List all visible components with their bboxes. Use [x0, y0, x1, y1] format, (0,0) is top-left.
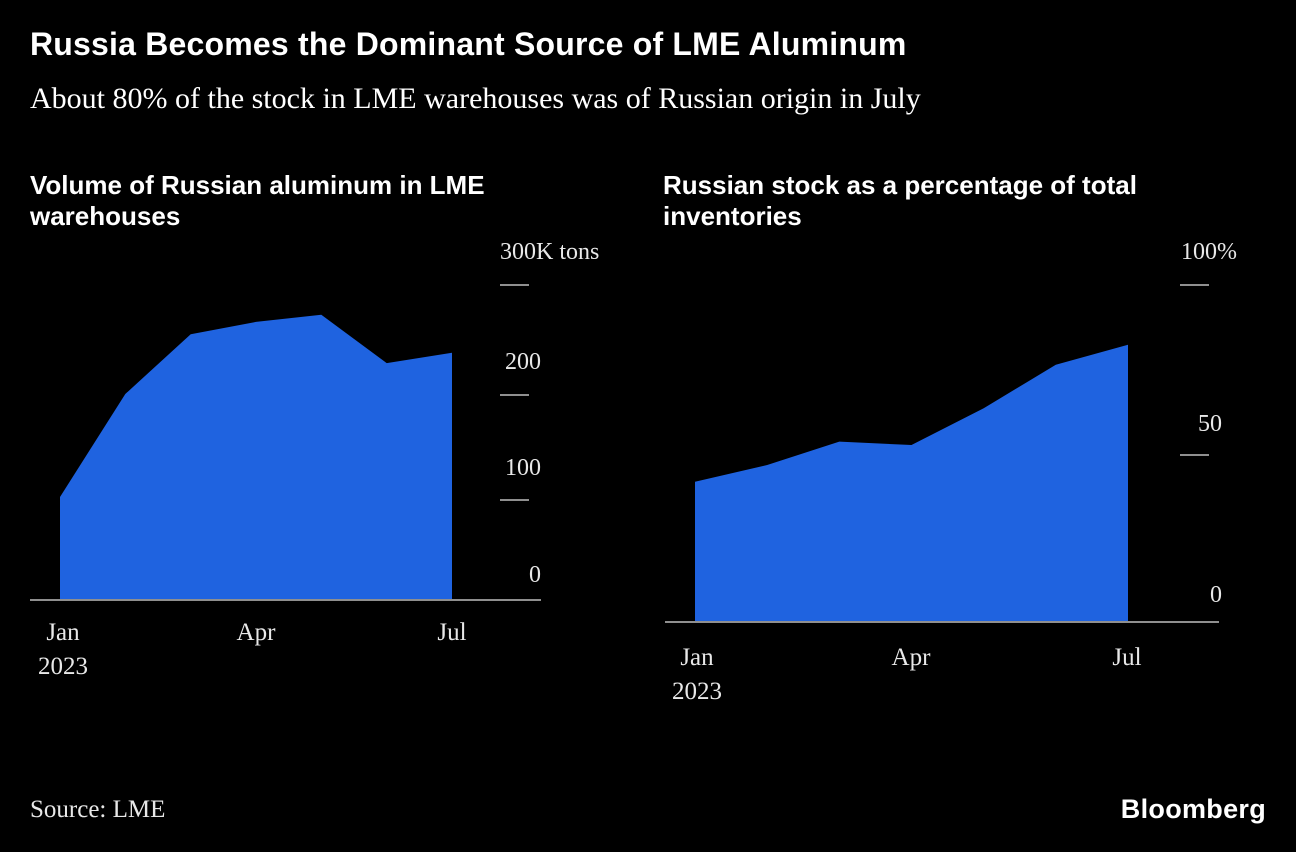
right-xtick-jan: Jan 2023 — [666, 641, 728, 709]
right-chart-title: Russian stock as a percentage of total i… — [663, 170, 1208, 232]
bloomberg-logo: Bloomberg — [1120, 794, 1266, 824]
source-label: Source: LME — [30, 796, 166, 823]
left-xtick-jan-label: Jan — [46, 619, 80, 646]
left-ylabel-0: 0 — [529, 562, 541, 588]
right-xtick-jul: Jul — [1112, 644, 1142, 671]
right-chart-title-line-2: inventories — [663, 201, 802, 231]
left-chart-title-line-2: warehouses — [30, 201, 181, 231]
left-chart-title-line-1: Volume of Russian aluminum in LME — [30, 170, 485, 200]
left-xtick-jul: Jul — [437, 619, 467, 646]
left-ylabel-100: 100 — [505, 455, 541, 481]
right-xtick-apr: Apr — [891, 644, 931, 671]
left-chart-area-series — [60, 314, 452, 600]
right-ylabel-100: 100% — [1181, 239, 1237, 265]
right-ylabel-0: 0 — [1210, 582, 1222, 608]
right-chart-title-line-1: Russian stock as a percentage of total — [663, 170, 1137, 200]
left-chart-title: Volume of Russian aluminum in LME wareho… — [30, 170, 575, 232]
page-title: Russia Becomes the Dominant Source of LM… — [30, 26, 907, 62]
left-ylabel-300: 300K tons — [500, 239, 600, 265]
page-subtitle: About 80% of the stock in LME warehouses… — [30, 82, 921, 115]
right-xtick-jan-year: 2023 — [672, 678, 722, 705]
right-xtick-jan-label: Jan — [680, 644, 714, 671]
right-ylabel-50: 50 — [1198, 411, 1222, 437]
left-xtick-jan-year: 2023 — [38, 653, 88, 680]
right-chart-area-series — [695, 344, 1128, 622]
left-xtick-jan: Jan 2023 — [32, 616, 94, 684]
left-xtick-apr: Apr — [236, 619, 276, 646]
left-ylabel-200: 200 — [505, 349, 541, 375]
